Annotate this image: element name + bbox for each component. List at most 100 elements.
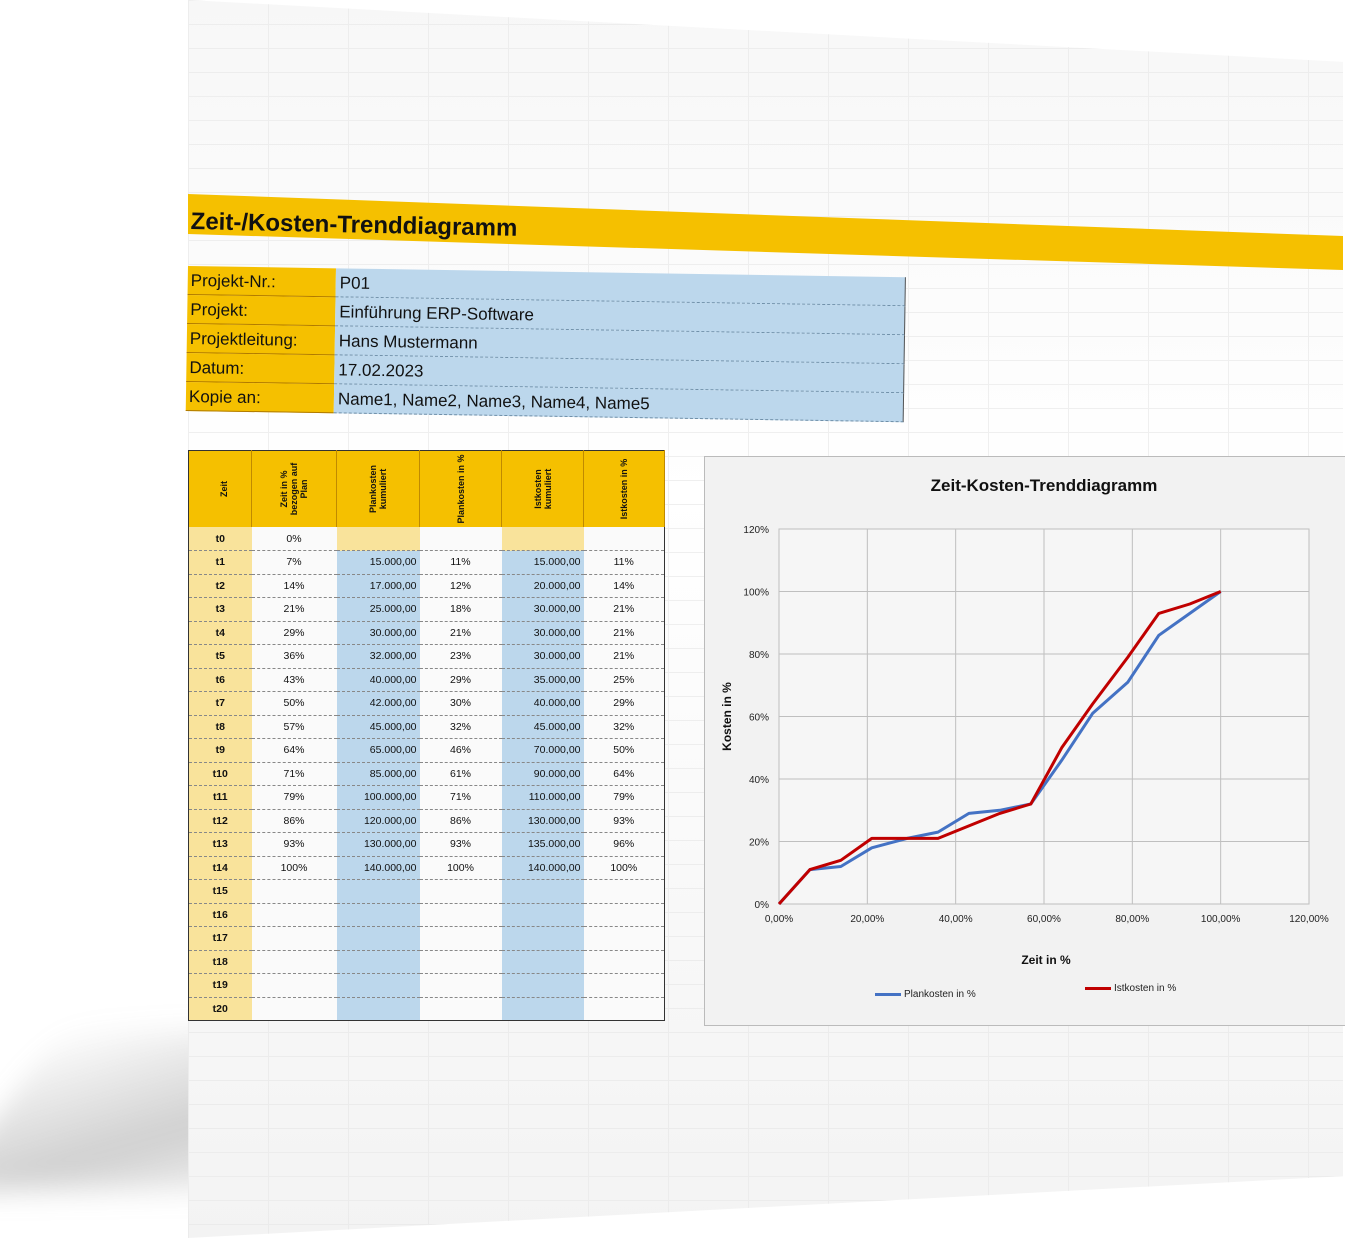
table-cell[interactable]: 64% — [251, 738, 337, 763]
table-cell[interactable] — [583, 527, 665, 551]
table-cell[interactable]: 32% — [583, 715, 665, 739]
table-cell[interactable]: 30% — [419, 691, 502, 716]
table-cell[interactable]: 20.000,00 — [501, 574, 584, 598]
table-cell[interactable]: 46% — [419, 738, 502, 763]
table-cell[interactable] — [336, 973, 420, 998]
table-cell[interactable]: 40.000,00 — [501, 691, 584, 716]
table-cell[interactable]: 21% — [419, 621, 502, 645]
table-cell[interactable]: 93% — [583, 809, 665, 833]
table-cell[interactable]: 21% — [583, 597, 665, 622]
table-cell[interactable]: 32% — [419, 715, 502, 739]
table-cell[interactable]: 93% — [419, 832, 502, 857]
table-cell[interactable]: 86% — [251, 809, 337, 833]
table-cell[interactable] — [583, 997, 665, 1021]
table-cell[interactable] — [583, 903, 665, 927]
table-cell[interactable]: 130.000,00 — [501, 809, 584, 833]
table-cell[interactable] — [336, 997, 420, 1021]
table-cell[interactable] — [251, 973, 337, 998]
table-cell[interactable]: 100.000,00 — [336, 785, 420, 810]
table-cell[interactable]: 50% — [251, 691, 337, 716]
table-cell[interactable]: 7% — [251, 550, 337, 575]
table-cell[interactable]: 61% — [419, 762, 502, 786]
table-cell[interactable] — [501, 997, 584, 1021]
table-cell[interactable] — [336, 950, 420, 974]
table-cell[interactable]: 0% — [251, 527, 337, 551]
table-cell[interactable]: 30.000,00 — [336, 621, 420, 645]
table-cell[interactable] — [501, 879, 584, 904]
table-cell[interactable]: 110.000,00 — [501, 785, 584, 810]
table-cell[interactable] — [501, 926, 584, 951]
table-cell[interactable]: 29% — [419, 668, 502, 692]
table-cell[interactable] — [501, 973, 584, 998]
table-cell[interactable]: 57% — [251, 715, 337, 739]
table-cell[interactable]: 21% — [583, 644, 665, 669]
table-cell[interactable] — [501, 527, 584, 551]
table-cell[interactable] — [251, 950, 337, 974]
table-cell[interactable]: 64% — [583, 762, 665, 786]
table-cell[interactable] — [251, 879, 337, 904]
table-cell[interactable] — [419, 997, 502, 1021]
table-cell[interactable] — [336, 527, 420, 551]
table-cell[interactable]: 70.000,00 — [501, 738, 584, 763]
table-cell[interactable]: 71% — [419, 785, 502, 810]
table-cell[interactable]: 100% — [251, 856, 337, 880]
table-cell[interactable] — [583, 926, 665, 951]
table-cell[interactable] — [501, 903, 584, 927]
table-cell[interactable] — [419, 950, 502, 974]
table-cell[interactable]: 65.000,00 — [336, 738, 420, 763]
table-cell[interactable]: 29% — [583, 691, 665, 716]
table-cell[interactable]: 71% — [251, 762, 337, 786]
table-cell[interactable] — [251, 997, 337, 1021]
table-cell[interactable]: 90.000,00 — [501, 762, 584, 786]
table-cell[interactable]: 79% — [251, 785, 337, 810]
table-cell[interactable]: 15.000,00 — [501, 550, 584, 575]
table-cell[interactable]: 14% — [251, 574, 337, 598]
table-cell[interactable]: 130.000,00 — [336, 832, 420, 857]
table-cell[interactable] — [336, 926, 420, 951]
table-cell[interactable]: 100% — [419, 856, 502, 880]
table-cell[interactable] — [419, 973, 502, 998]
table-cell[interactable]: 42.000,00 — [336, 691, 420, 716]
table-cell[interactable] — [419, 903, 502, 927]
table-cell[interactable] — [419, 527, 502, 551]
table-cell[interactable] — [583, 879, 665, 904]
table-cell[interactable]: 100% — [583, 856, 665, 880]
table-cell[interactable]: 140.000,00 — [336, 856, 420, 880]
table-cell[interactable]: 14% — [583, 574, 665, 598]
table-cell[interactable]: 30.000,00 — [501, 644, 584, 669]
table-cell[interactable]: 36% — [251, 644, 337, 669]
table-cell[interactable] — [251, 903, 337, 927]
table-cell[interactable]: 23% — [419, 644, 502, 669]
table-cell[interactable]: 11% — [583, 550, 665, 575]
table-cell[interactable] — [501, 950, 584, 974]
table-cell[interactable]: 93% — [251, 832, 337, 857]
table-cell[interactable]: 45.000,00 — [501, 715, 584, 739]
table-cell[interactable]: 35.000,00 — [501, 668, 584, 692]
table-cell[interactable]: 96% — [583, 832, 665, 857]
table-cell[interactable]: 86% — [419, 809, 502, 833]
table-cell[interactable]: 17.000,00 — [336, 574, 420, 598]
table-cell[interactable]: 25.000,00 — [336, 597, 420, 622]
table-cell[interactable] — [336, 903, 420, 927]
table-cell[interactable]: 12% — [419, 574, 502, 598]
table-cell[interactable]: 43% — [251, 668, 337, 692]
table-cell[interactable]: 140.000,00 — [501, 856, 584, 880]
table-cell[interactable]: 21% — [583, 621, 665, 645]
table-cell[interactable]: 25% — [583, 668, 665, 692]
table-cell[interactable]: 30.000,00 — [501, 597, 584, 622]
table-cell[interactable] — [336, 879, 420, 904]
table-cell[interactable] — [583, 973, 665, 998]
table-cell[interactable]: 18% — [419, 597, 502, 622]
table-cell[interactable]: 32.000,00 — [336, 644, 420, 669]
table-cell[interactable]: 45.000,00 — [336, 715, 420, 739]
table-cell[interactable]: 120.000,00 — [336, 809, 420, 833]
table-cell[interactable]: 15.000,00 — [336, 550, 420, 575]
table-cell[interactable] — [583, 950, 665, 974]
table-cell[interactable] — [251, 926, 337, 951]
table-cell[interactable]: 135.000,00 — [501, 832, 584, 857]
table-cell[interactable]: 79% — [583, 785, 665, 810]
table-cell[interactable]: 85.000,00 — [336, 762, 420, 786]
table-cell[interactable]: 11% — [419, 550, 502, 575]
table-cell[interactable]: 30.000,00 — [501, 621, 584, 645]
table-cell[interactable]: 29% — [251, 621, 337, 645]
